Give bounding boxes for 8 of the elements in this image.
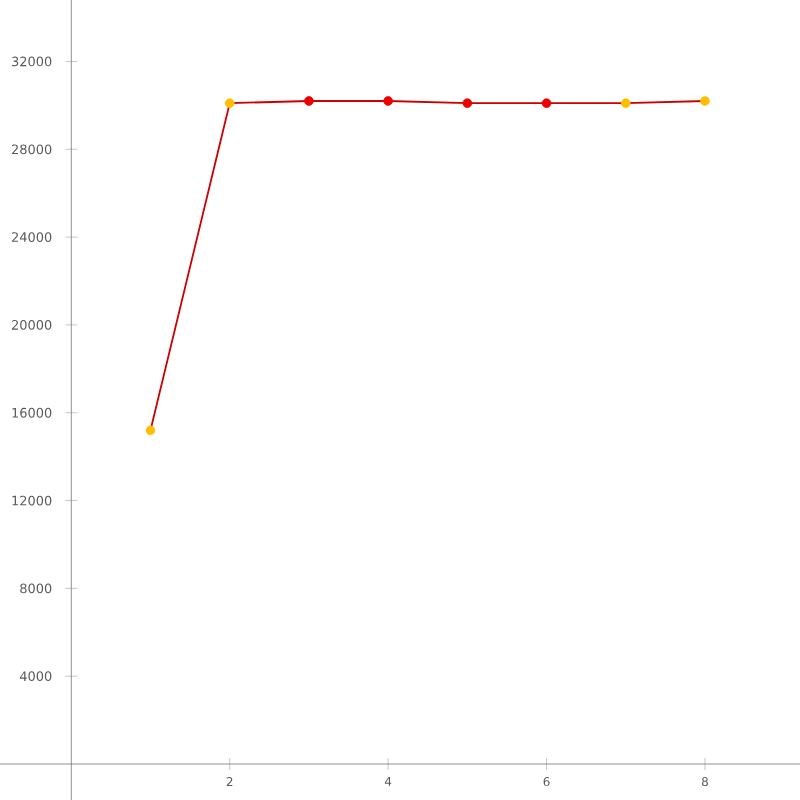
point <box>462 98 473 108</box>
point <box>620 98 631 108</box>
point <box>383 96 393 106</box>
point <box>224 98 235 108</box>
point <box>304 96 314 106</box>
point <box>145 425 156 436</box>
point <box>700 96 710 106</box>
point <box>541 98 552 108</box>
